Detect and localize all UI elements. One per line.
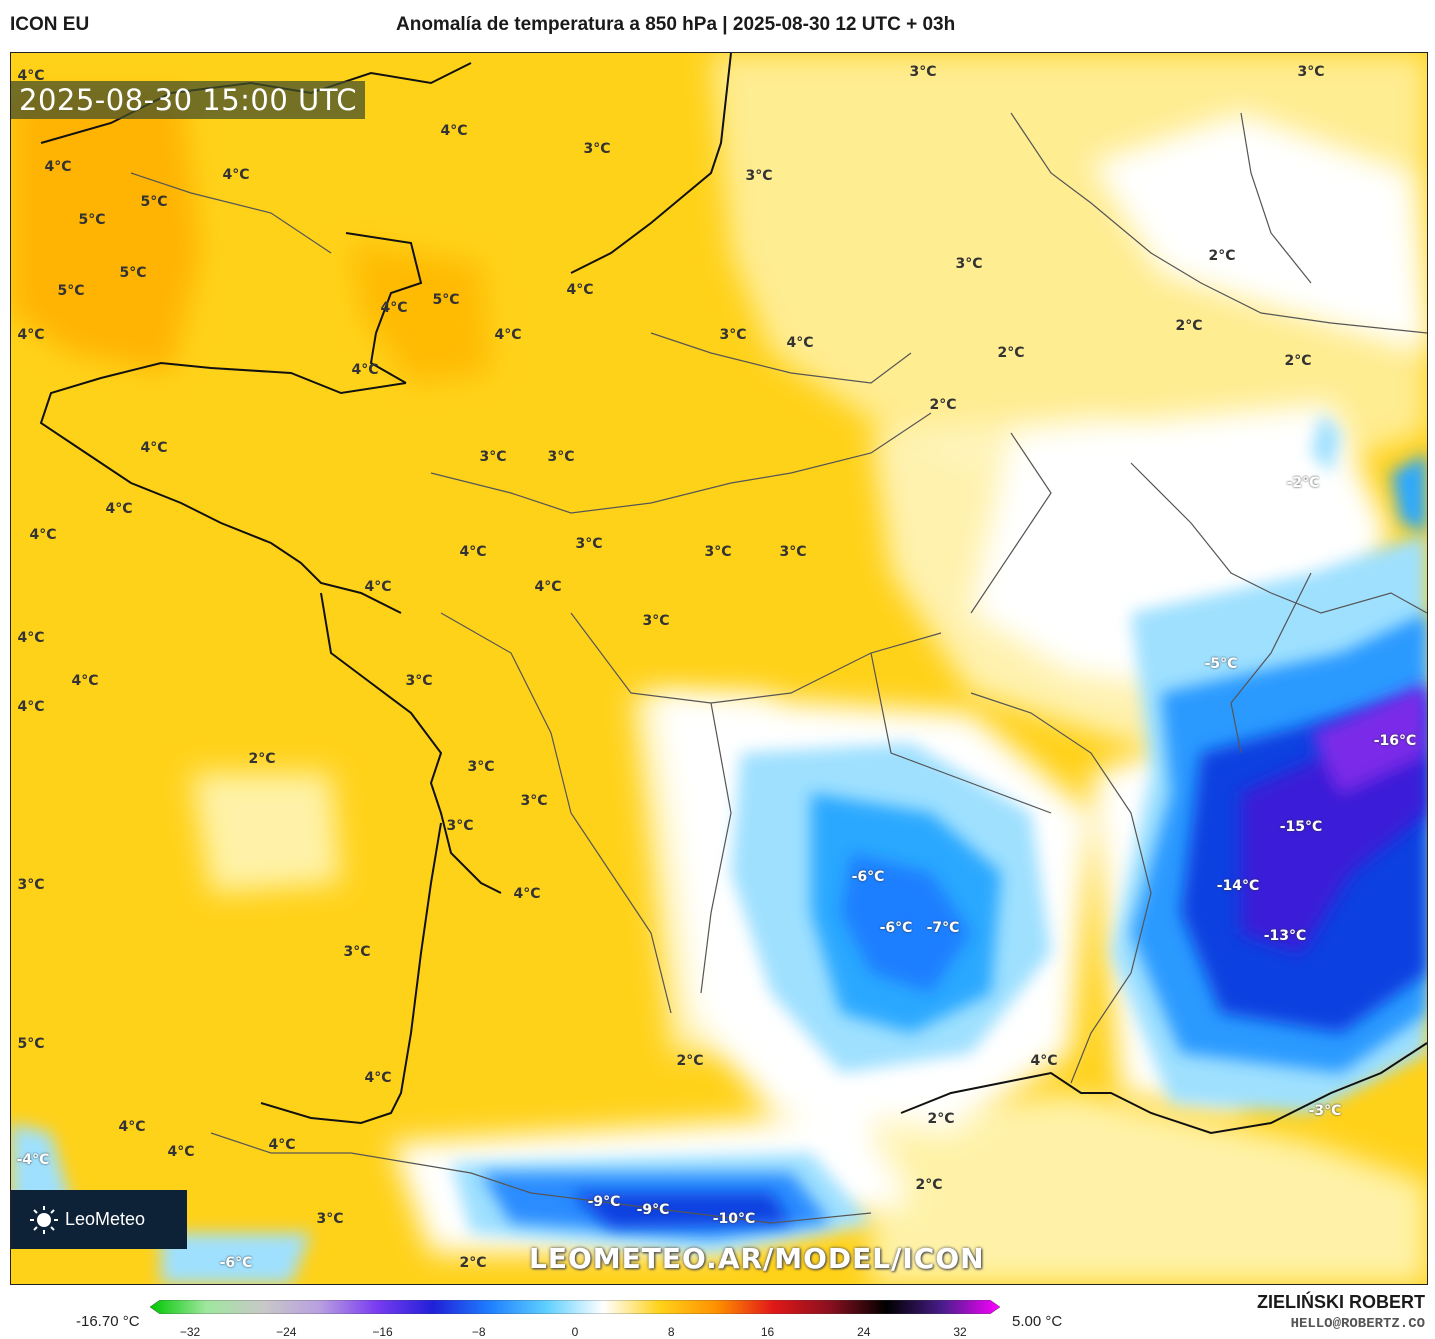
temperature-label: 3°C: [479, 449, 507, 465]
temperature-label: -9°C: [587, 1194, 621, 1210]
scale-tick-label: 16: [760, 1325, 775, 1339]
temperature-label: 4°C: [513, 886, 541, 902]
temperature-label: -10°C: [712, 1211, 756, 1227]
temperature-label: 4°C: [440, 123, 468, 139]
temperature-label: 2°C: [248, 751, 276, 767]
scale-max-value: 5.00 °C: [1012, 1313, 1063, 1330]
temperature-label: 3°C: [316, 1211, 344, 1227]
temperature-label: -2°C: [1286, 475, 1320, 491]
temperature-label: -9°C: [636, 1202, 670, 1218]
temperature-label: 3°C: [779, 544, 807, 560]
temperature-label: 3°C: [520, 793, 548, 809]
scale-tick-label: 8: [667, 1325, 675, 1339]
temperature-label: 3°C: [955, 256, 983, 272]
temperature-label: 4°C: [17, 327, 45, 343]
scale-tick-label: −24: [276, 1325, 297, 1339]
temperature-label: 3°C: [17, 877, 45, 893]
temperature-label: 3°C: [446, 818, 474, 834]
temperature-label: 4°C: [566, 282, 594, 298]
temperature-label: 4°C: [268, 1137, 296, 1153]
temperature-label: -6°C: [219, 1255, 253, 1271]
temperature-label: 4°C: [534, 579, 562, 595]
temperature-label: 4°C: [118, 1119, 146, 1135]
temperature-label: -7°C: [926, 920, 960, 936]
temperature-label: -15°C: [1279, 819, 1323, 835]
temperature-label: 4°C: [105, 501, 133, 517]
temperature-label: 4°C: [786, 335, 814, 351]
temperature-label: 2°C: [927, 1111, 955, 1127]
temperature-label: -6°C: [879, 920, 913, 936]
valid-time-badge: 2025-08-30 15:00 UTC: [11, 81, 366, 119]
temperature-label: 4°C: [364, 579, 392, 595]
author-email[interactable]: HELLO@ROBERTZ.CO: [1290, 1316, 1425, 1332]
temperature-label: 4°C: [17, 630, 45, 646]
scale-tick-label: 0: [571, 1325, 579, 1339]
temperature-anomaly-map[interactable]: 2025-08-30 15:00 UTC 4°C 3°C 3°C 3°C 4°C 4°C 4…: [10, 52, 1428, 1285]
temperature-label: 4°C: [167, 1144, 195, 1160]
temperature-label: 4°C: [222, 167, 250, 183]
scale-tick-label: 24: [857, 1325, 871, 1339]
temperature-label: -14°C: [1216, 878, 1260, 894]
temperature-label: 4°C: [29, 527, 57, 543]
temperature-label: 4°C: [1030, 1053, 1058, 1069]
temperature-label: 2°C: [676, 1053, 704, 1069]
temperature-label: 3°C: [405, 673, 433, 689]
temperature-label: 4°C: [494, 327, 522, 343]
temperature-label: 2°C: [459, 1255, 487, 1271]
temperature-label: 3°C: [1297, 64, 1325, 80]
temperature-label: 4°C: [140, 440, 168, 456]
sun-icon: [29, 1205, 59, 1235]
temperature-label: 4°C: [17, 68, 45, 84]
temperature-label: 4°C: [351, 362, 379, 378]
temperature-label: -5°C: [1204, 656, 1238, 672]
temperature-label: 3°C: [547, 449, 575, 465]
temperature-label: 4°C: [71, 673, 99, 689]
temperature-label: 4°C: [380, 300, 408, 316]
temperature-label: -4°C: [16, 1152, 50, 1168]
temperature-label: 4°C: [459, 544, 487, 560]
temperature-label: 2°C: [929, 397, 957, 413]
source-url-watermark: LEOMETEO.AR/MODEL/ICON: [529, 1242, 985, 1275]
temperature-label: 2°C: [1208, 248, 1236, 264]
model-name: ICON EU: [10, 14, 90, 35]
scale-min-value: -16.70 °C: [76, 1313, 140, 1330]
map-title: Anomalía de temperatura a 850 hPa | 2025…: [396, 14, 956, 35]
temperature-label: 4°C: [17, 699, 45, 715]
temperature-label: 2°C: [997, 345, 1025, 361]
temperature-label: 2°C: [1284, 353, 1312, 369]
temperature-label: 3°C: [719, 327, 747, 343]
temperature-label: -6°C: [851, 869, 885, 885]
temperature-label: 3°C: [575, 536, 603, 552]
temperature-label: 4°C: [44, 159, 72, 175]
temperature-label: 3°C: [704, 544, 732, 560]
temperature-label: 3°C: [745, 168, 773, 184]
temperature-label: -13°C: [1263, 928, 1307, 944]
map-shading: [11, 53, 1427, 1284]
temperature-label: 3°C: [642, 613, 670, 629]
temperature-label: -3°C: [1308, 1103, 1342, 1119]
temperature-label: 5°C: [119, 265, 147, 281]
temperature-label: 2°C: [915, 1177, 943, 1193]
temperature-label: 2°C: [1175, 318, 1203, 334]
temperature-label: 3°C: [909, 64, 937, 80]
temperature-label: 3°C: [467, 759, 495, 775]
color-scale-bar: [150, 1300, 1000, 1314]
temperature-label: -16°C: [1373, 733, 1417, 749]
temperature-label: 3°C: [343, 944, 371, 960]
scale-tick-label: −16: [372, 1325, 393, 1339]
leometeo-logo[interactable]: LeoMeteo: [11, 1190, 187, 1249]
temperature-label: 5°C: [78, 212, 106, 228]
temperature-label: 5°C: [432, 292, 460, 308]
temperature-label: 5°C: [57, 283, 85, 299]
temperature-label: 5°C: [140, 194, 168, 210]
logo-text: LeoMeteo: [65, 1209, 146, 1229]
temperature-label: 3°C: [583, 141, 611, 157]
temperature-label: 4°C: [364, 1070, 392, 1086]
author-name: ZIELIŃSKI ROBERT: [1256, 1292, 1425, 1312]
scale-tick-label: 32: [953, 1325, 967, 1339]
temperature-label: 5°C: [17, 1036, 45, 1052]
scale-tick-label: −8: [471, 1325, 486, 1339]
scale-tick-label: −32: [179, 1325, 201, 1339]
